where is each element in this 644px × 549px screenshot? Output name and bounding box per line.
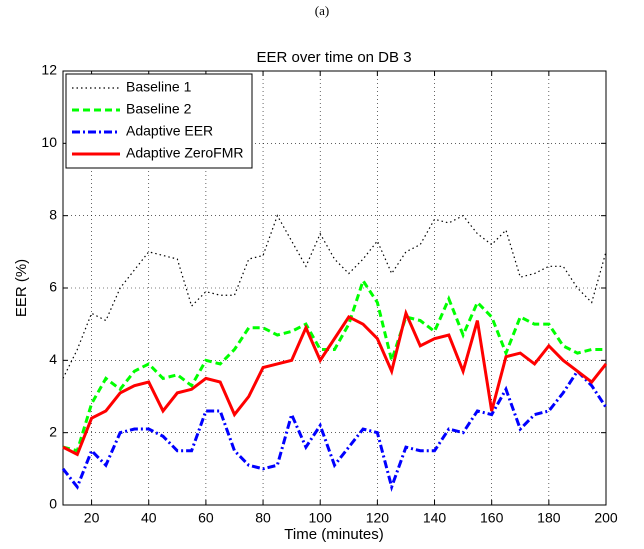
series-line — [62, 277, 606, 453]
x-tick-label: 100 — [309, 510, 333, 526]
legend-label: Baseline 2 — [126, 101, 192, 117]
caption: (a) — [315, 3, 329, 18]
y-tick-label: 0 — [49, 496, 57, 512]
legend-label: Baseline 1 — [126, 79, 192, 95]
x-tick-label: 60 — [198, 510, 214, 526]
chart-title: EER over time on DB 3 — [256, 49, 411, 66]
y-tick-label: 6 — [49, 279, 57, 295]
y-tick-label: 12 — [41, 62, 57, 78]
y-axis-label: EER (%) — [13, 259, 30, 317]
series-line — [61, 368, 608, 492]
x-tick-label: 80 — [255, 510, 271, 526]
series-line — [62, 214, 607, 379]
x-tick-label: 160 — [480, 510, 504, 526]
legend-box — [65, 73, 253, 169]
x-tick-label: 200 — [594, 510, 618, 526]
x-axis-label: Time (minutes) — [284, 526, 383, 543]
x-tick-label: 140 — [423, 510, 447, 526]
x-tick-label: 40 — [141, 510, 157, 526]
series-line — [62, 308, 608, 457]
y-tick-label: 10 — [41, 134, 57, 150]
legend-label: Adaptive EER — [126, 123, 213, 139]
y-tick-label: 2 — [49, 423, 57, 439]
plot-frame — [62, 70, 607, 506]
x-tick-label: 20 — [84, 510, 100, 526]
x-tick-label: 120 — [366, 510, 390, 526]
y-tick-label: 4 — [49, 351, 57, 367]
y-tick-label: 8 — [49, 206, 57, 222]
x-tick-label: 180 — [537, 510, 561, 526]
legend-label: Adaptive ZeroFMR — [126, 145, 243, 161]
